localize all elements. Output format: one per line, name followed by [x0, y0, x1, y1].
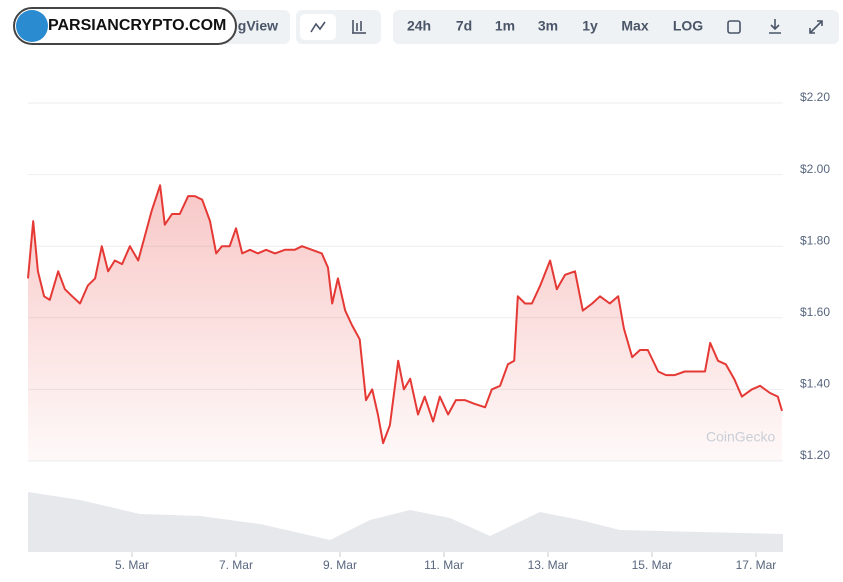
range-button[interactable]: 1y — [582, 18, 598, 34]
download-icon[interactable] — [769, 19, 781, 34]
candle-icon[interactable] — [352, 20, 366, 34]
range-group — [393, 10, 839, 44]
x-tick-label: 5. Mar — [115, 558, 149, 572]
x-tick-label: 13. Mar — [528, 558, 569, 572]
range-button[interactable]: LOG — [673, 18, 703, 34]
logo-icon — [16, 10, 48, 42]
range-button[interactable]: Max — [621, 18, 648, 34]
y-tick-label: $1.20 — [800, 448, 830, 462]
line-icon — [310, 21, 326, 33]
y-tick-label: $1.80 — [800, 233, 830, 247]
fullscreen-icon[interactable] — [809, 20, 823, 34]
x-tick-label: 17. Mar — [736, 558, 777, 572]
price-area — [28, 185, 782, 462]
calendar-icon[interactable] — [727, 20, 741, 34]
volume-area — [28, 492, 783, 552]
logo-text: PARSIANCRYPTO.COM — [48, 17, 226, 34]
y-tick-label: $1.60 — [800, 305, 830, 319]
price-line — [27, 184, 783, 445]
x-tick-label: 9. Mar — [323, 558, 357, 572]
x-tick-label: 15. Mar — [632, 558, 673, 572]
range-button[interactable]: 3m — [538, 18, 558, 34]
logo-badge — [13, 7, 237, 45]
x-tick-label: 11. Mar — [424, 558, 464, 572]
y-tick-label: $1.40 — [800, 377, 830, 391]
watermark: CoinGecko — [706, 429, 775, 445]
x-tick-label: 7. Mar — [219, 558, 253, 572]
range-button[interactable]: 1m — [495, 18, 515, 34]
view-label: gView — [238, 18, 278, 34]
y-tick-label: $2.20 — [800, 90, 830, 104]
y-tick-label: $2.00 — [800, 162, 830, 176]
range-button[interactable]: 7d — [456, 18, 472, 34]
range-button[interactable]: 24h — [407, 18, 431, 34]
